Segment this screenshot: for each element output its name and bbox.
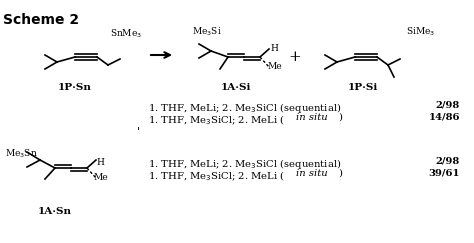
- Text: 1. THF, Me$_3$SiCl; 2. MeLi (: 1. THF, Me$_3$SiCl; 2. MeLi (: [148, 113, 285, 127]
- Text: ): ): [338, 113, 342, 122]
- Text: Me$_3$Si: Me$_3$Si: [192, 26, 222, 38]
- Text: H: H: [96, 158, 104, 167]
- Text: 1P·Si: 1P·Si: [348, 83, 378, 92]
- Text: +: +: [289, 50, 301, 64]
- Text: Me$_3$Sn: Me$_3$Sn: [5, 148, 37, 160]
- Text: 1P·Sn: 1P·Sn: [58, 83, 92, 92]
- Text: ': ': [137, 127, 139, 137]
- Text: H: H: [270, 44, 278, 53]
- Text: 2/98: 2/98: [436, 101, 460, 110]
- Text: in situ: in situ: [296, 113, 328, 122]
- Text: Scheme 2: Scheme 2: [3, 13, 79, 27]
- Text: 1A·Si: 1A·Si: [221, 83, 251, 92]
- Text: 2/98: 2/98: [436, 157, 460, 166]
- Text: 1. THF, MeLi; 2. Me$_3$SiCl (sequential): 1. THF, MeLi; 2. Me$_3$SiCl (sequential): [148, 157, 341, 171]
- Text: 1. THF, Me$_3$SiCl; 2. MeLi (: 1. THF, Me$_3$SiCl; 2. MeLi (: [148, 169, 285, 182]
- Text: 1. THF, MeLi; 2. Me$_3$SiCl (sequential): 1. THF, MeLi; 2. Me$_3$SiCl (sequential): [148, 101, 341, 115]
- Text: SiMe$_3$: SiMe$_3$: [406, 26, 435, 38]
- Text: ): ): [338, 169, 342, 178]
- Text: 14/86: 14/86: [428, 113, 460, 122]
- Text: 39/61: 39/61: [428, 169, 460, 178]
- Text: 1A·Sn: 1A·Sn: [38, 207, 72, 216]
- Text: SnMe$_3$: SnMe$_3$: [110, 28, 142, 41]
- Text: Me: Me: [268, 62, 283, 71]
- Text: in situ: in situ: [296, 169, 328, 178]
- Text: Me: Me: [94, 173, 109, 182]
